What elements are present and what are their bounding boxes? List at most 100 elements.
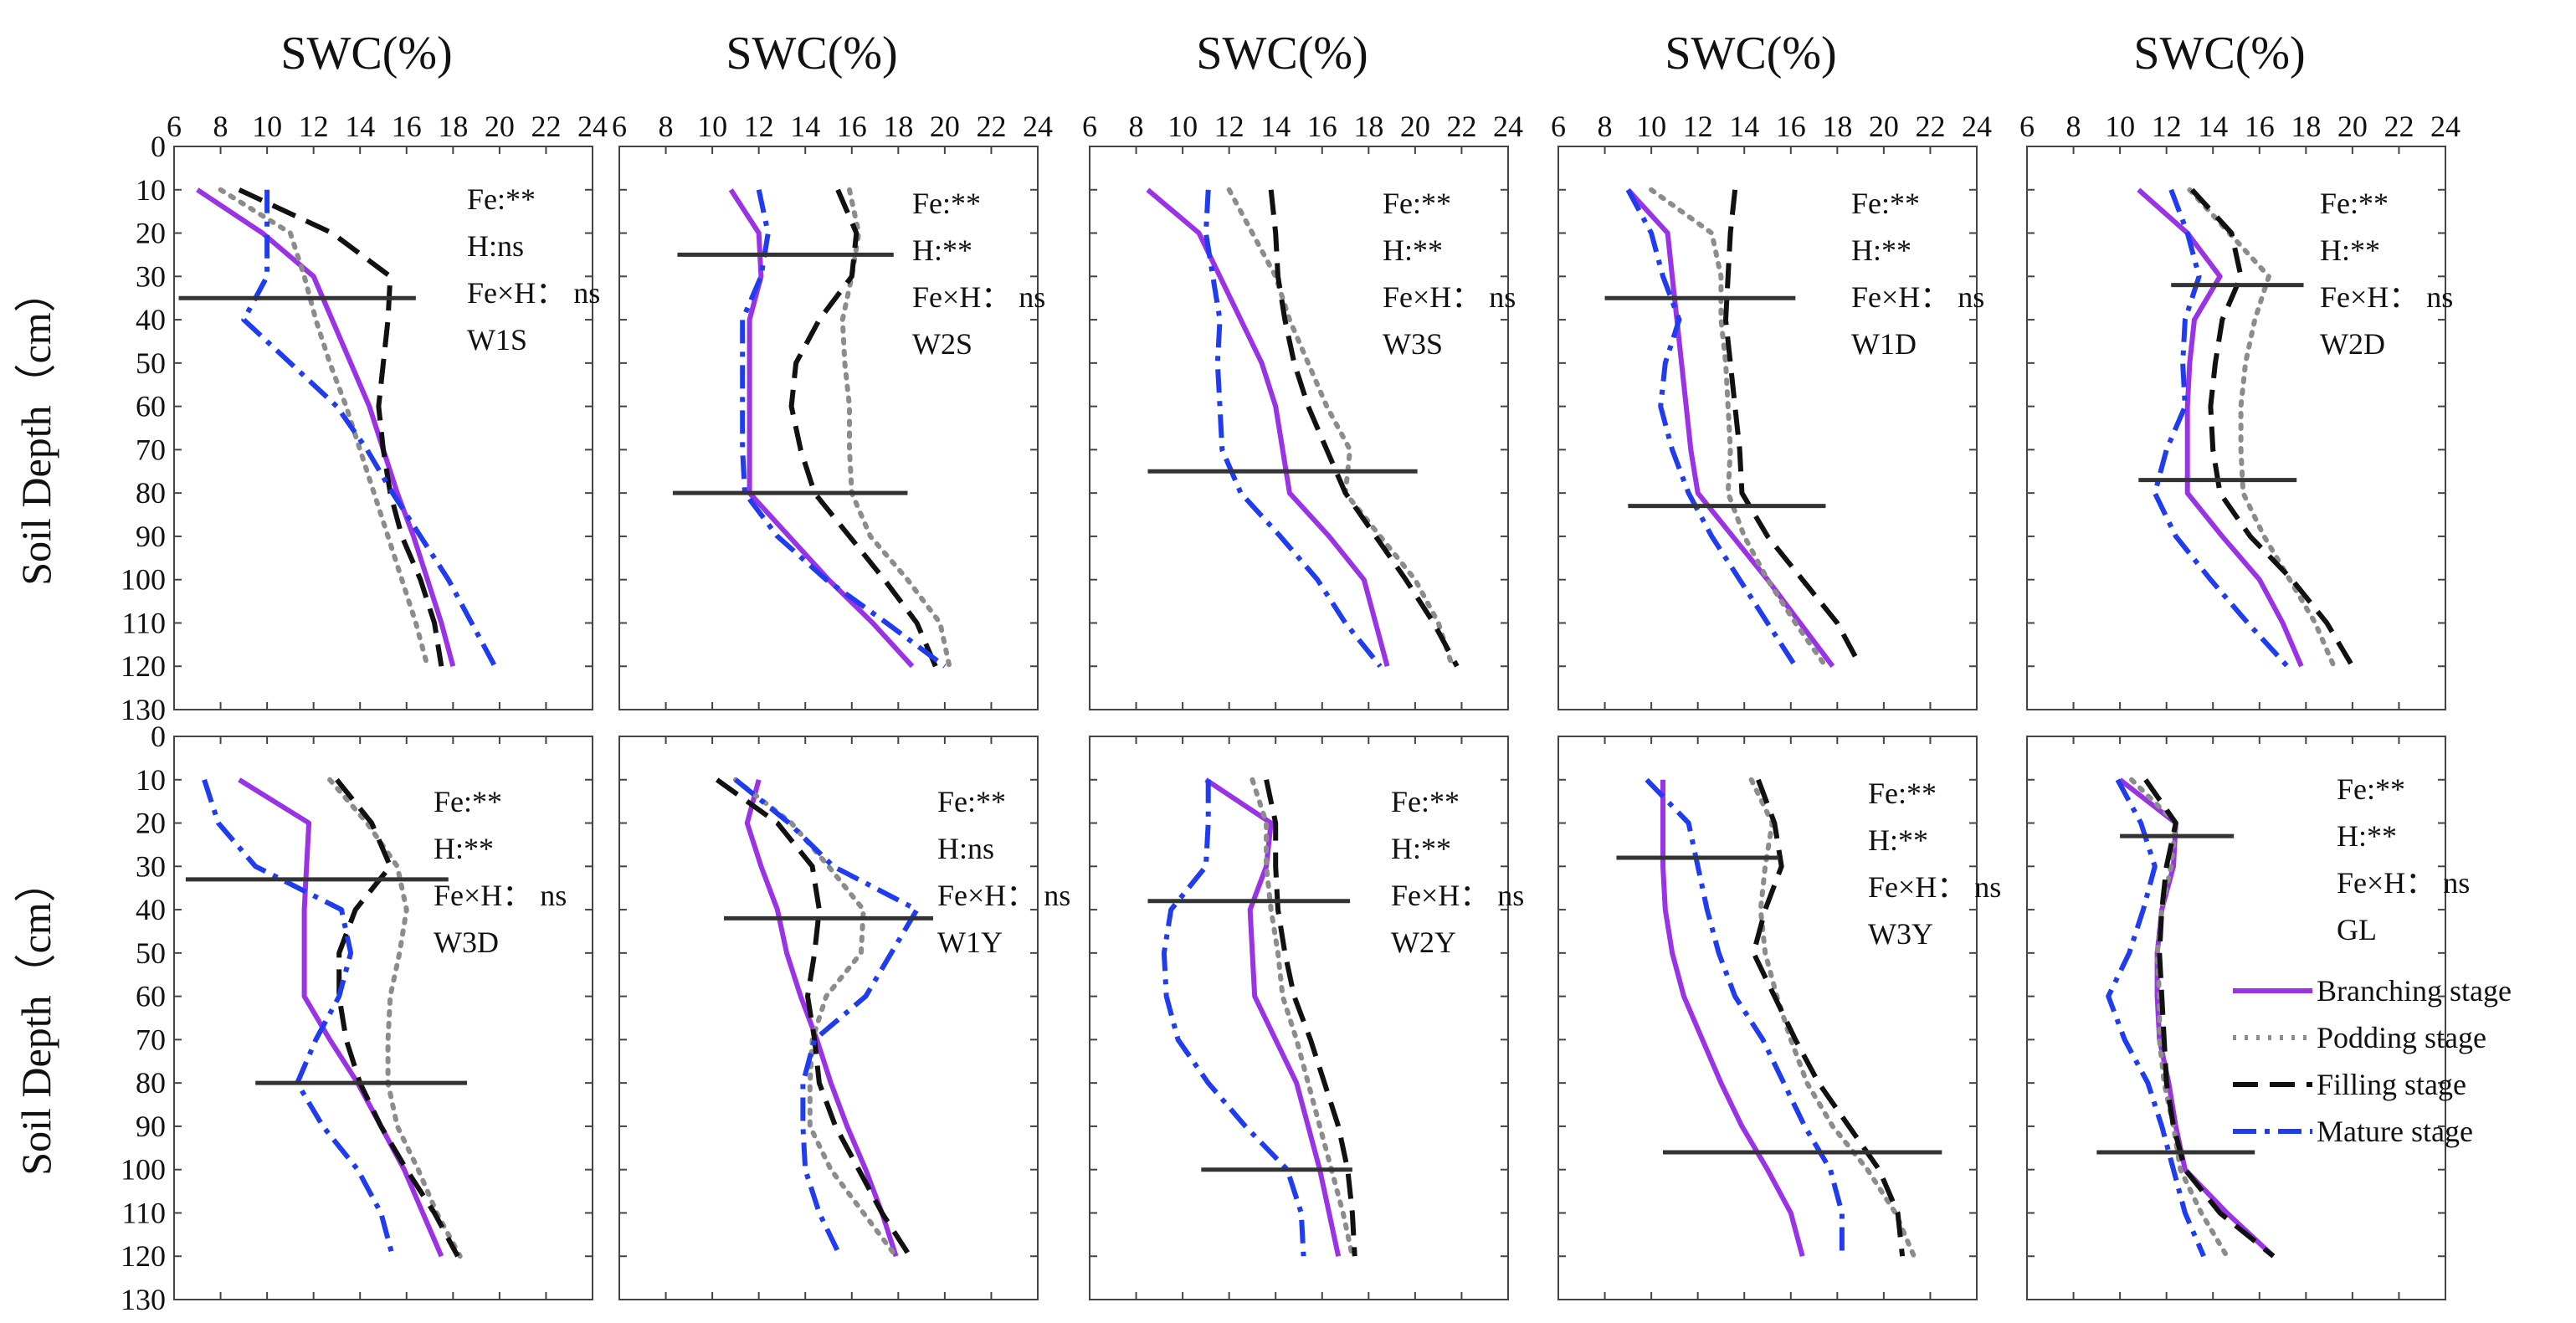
stat-fe: Fe:** xyxy=(1391,785,1460,818)
x-tick-label: 8 xyxy=(1129,110,1144,143)
stat-fe: Fe:** xyxy=(2337,772,2405,806)
x-tick-label: 20 xyxy=(485,110,515,143)
series-line-mature-stage xyxy=(1161,779,1306,1257)
stat-h: H:** xyxy=(2320,233,2380,267)
x-tick-label: 6 xyxy=(1551,110,1566,143)
x-tick-label: 24 xyxy=(1493,110,1523,143)
stat-feh: Fe×H： ns xyxy=(1383,280,1516,314)
legend: Branching stage Podding stage Filling stag… xyxy=(2233,974,2512,1148)
stat-h: H:** xyxy=(1868,823,1928,857)
y-tick-label: 50 xyxy=(136,936,166,970)
series-line-podding-stage xyxy=(1226,187,1455,669)
panel-label: W2Y xyxy=(1391,926,1456,959)
stat-h: H:ns xyxy=(467,229,524,263)
y-tick-label: 60 xyxy=(136,980,166,1013)
x-tick-label: 10 xyxy=(697,110,727,143)
x-tick-label: 16 xyxy=(392,110,422,143)
panel-w1d: 6 8 10 12 14 16 18 20 22 24 Fe:** H:** Fe×H： ns W1D xyxy=(1551,110,1992,710)
panel-frame xyxy=(1089,736,1509,1300)
legend-label: Filling stage xyxy=(2317,1068,2466,1101)
legend-label: Branching stage xyxy=(2317,974,2512,1008)
x-tick-label: 8 xyxy=(2066,110,2081,143)
y-tick-label: 80 xyxy=(136,1066,166,1100)
x-tick-label: 22 xyxy=(1446,110,1476,143)
column-title: SWC(%) xyxy=(2133,28,2305,79)
series-line-podding-stage xyxy=(1649,187,1829,669)
x-tick-label: 18 xyxy=(1822,110,1852,143)
column-title: SWC(%) xyxy=(1665,28,1836,79)
stat-feh: Fe×H： ns xyxy=(467,276,600,310)
y-tick-label: 130 xyxy=(121,1283,166,1316)
stat-feh: Fe×H： ns xyxy=(1391,879,1524,912)
stat-h: H:** xyxy=(1383,233,1443,267)
y-tick-label: 110 xyxy=(121,1196,166,1229)
stat-fe: Fe:** xyxy=(1851,187,1920,220)
y-tick-label: 30 xyxy=(136,849,166,883)
panel-label: GL xyxy=(2337,913,2377,946)
column-title: SWC(%) xyxy=(280,28,452,79)
x-tick-label: 6 xyxy=(1082,110,1097,143)
x-tick-label: 8 xyxy=(1598,110,1613,143)
series-line-filling-stage xyxy=(2143,778,2276,1259)
stat-h: H:** xyxy=(1391,832,1451,865)
y-tick-label: 60 xyxy=(136,390,166,423)
x-tick-label: 18 xyxy=(438,110,468,143)
series-line-mature-stage xyxy=(2106,778,2206,1258)
panel-frame xyxy=(2026,146,2446,710)
series-line-branching-stage xyxy=(744,779,899,1258)
panel-frame xyxy=(618,146,1039,710)
column-titles: SWC(%) SWC(%) SWC(%) SWC(%) SWC(%) xyxy=(280,28,2305,79)
series-line-podding-stage xyxy=(2129,777,2230,1259)
series-line-branching-stage xyxy=(2137,187,2304,668)
column-title: SWC(%) xyxy=(1196,28,1368,79)
x-tick-label: 16 xyxy=(2245,110,2275,143)
series-line-mature-stage xyxy=(241,189,497,668)
x-tick-label: 12 xyxy=(1683,110,1713,143)
x-tick-label: 10 xyxy=(2105,110,2135,143)
y-tick-label: 100 xyxy=(121,563,166,597)
x-tick-label: 18 xyxy=(883,110,913,143)
x-tick-label: 18 xyxy=(1353,110,1383,143)
series-line-branching-stage xyxy=(1146,187,1390,667)
x-tick-label: 10 xyxy=(252,110,282,143)
y-tick-label: 70 xyxy=(136,433,166,466)
stat-feh: Fe×H： ns xyxy=(434,879,567,912)
column-title: SWC(%) xyxy=(726,28,897,79)
x-tick-label: 12 xyxy=(2152,110,2182,143)
panel-w3y: Fe:** H:** Fe×H： ns W3Y xyxy=(1557,736,2001,1300)
panel-frame xyxy=(173,146,593,710)
panel-label: W1S xyxy=(467,323,527,356)
panel-label: W3Y xyxy=(1868,917,1933,951)
series-line-mature-stage xyxy=(202,778,395,1257)
y-tick-label: 90 xyxy=(136,1110,166,1143)
y-tick-label: 20 xyxy=(136,807,166,840)
stat-fe: Fe:** xyxy=(912,187,981,220)
series-line-filling-stage xyxy=(335,777,460,1258)
x-tick-label: 24 xyxy=(1962,110,1992,143)
x-tick-label: 16 xyxy=(1776,110,1806,143)
y-tick-label: 10 xyxy=(136,173,166,207)
x-tick-label: 16 xyxy=(1307,110,1337,143)
panel-w3d: 0 10 20 30 40 50 60 70 80 90 100 110 120 130 Fe:** H:**… xyxy=(121,720,593,1316)
y-tick-label: 50 xyxy=(136,346,166,380)
panel-frame xyxy=(1557,736,1978,1300)
y-tick-label: 100 xyxy=(121,1153,166,1187)
x-tick-label: 20 xyxy=(2337,110,2368,143)
stat-fe: Fe:** xyxy=(2320,187,2389,220)
panel-frame xyxy=(2026,736,2446,1300)
x-tick-label: 20 xyxy=(1869,110,1899,143)
panel-w2s: 6 8 10 12 14 16 18 20 22 24 Fe:** H:** Fe×H： ns W2S xyxy=(612,110,1053,710)
panel-w1y: Fe:** H:ns Fe×H： ns W1Y xyxy=(618,736,1070,1300)
x-tick-label: 22 xyxy=(2384,110,2414,143)
panel-frame xyxy=(618,736,1039,1300)
x-tick-label: 24 xyxy=(577,110,608,143)
legend-label: Podding stage xyxy=(2317,1021,2486,1054)
series-line-filling-stage xyxy=(2189,187,2355,668)
x-tick-label: 14 xyxy=(345,110,375,143)
y-tick-label: 40 xyxy=(136,303,166,336)
series-line-branching-stage xyxy=(238,777,444,1258)
stat-fe: Fe:** xyxy=(1868,777,1937,810)
y-tick-label: 70 xyxy=(136,1023,166,1056)
x-tick-label: 22 xyxy=(1915,110,1945,143)
